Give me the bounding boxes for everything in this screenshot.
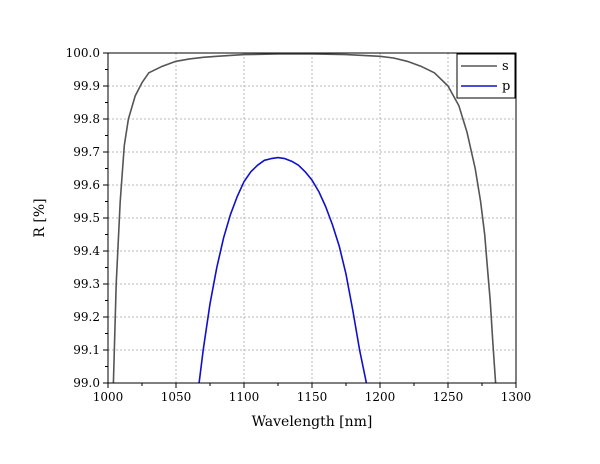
x-tick-label: 1100 — [229, 390, 260, 404]
y-tick-label: 99.3 — [73, 277, 100, 291]
legend-label-p: p — [502, 79, 510, 94]
y-tick-label: 99.5 — [73, 211, 100, 225]
y-tick-label: 100.0 — [66, 46, 100, 60]
legend-label-s: s — [502, 59, 509, 74]
axis-ticks: 1000 1050 1100 1150 1200 1250 1300 99.0 99.1 99.2… — [66, 46, 532, 404]
series-line-s — [112, 53, 497, 384]
y-tick-label: 99.8 — [73, 112, 100, 126]
y-tick-label: 99.7 — [73, 145, 100, 159]
x-tick-label: 1250 — [433, 390, 464, 404]
y-tick-label: 99.0 — [73, 376, 100, 390]
legend: sp — [456, 53, 516, 99]
y-tick-label: 99.2 — [73, 310, 100, 324]
x-tick-label: 1300 — [501, 390, 532, 404]
legend-box — [456, 53, 516, 99]
y-tick-label: 99.9 — [73, 79, 100, 93]
y-tick-label: 99.6 — [73, 178, 100, 192]
x-tick-label: 1150 — [297, 390, 328, 404]
y-tick-label: 99.4 — [73, 244, 100, 258]
x-tick-label: 1050 — [161, 390, 192, 404]
y-tick-label: 99.1 — [73, 343, 100, 357]
series-lines — [112, 53, 497, 384]
y-axis-title: R [%] — [32, 198, 48, 237]
x-axis-title: Wavelength [nm] — [252, 414, 373, 430]
x-tick-label: 1200 — [365, 390, 396, 404]
x-tick-label: 1000 — [93, 390, 124, 404]
series-line-p — [198, 156, 368, 384]
grid — [108, 53, 516, 383]
